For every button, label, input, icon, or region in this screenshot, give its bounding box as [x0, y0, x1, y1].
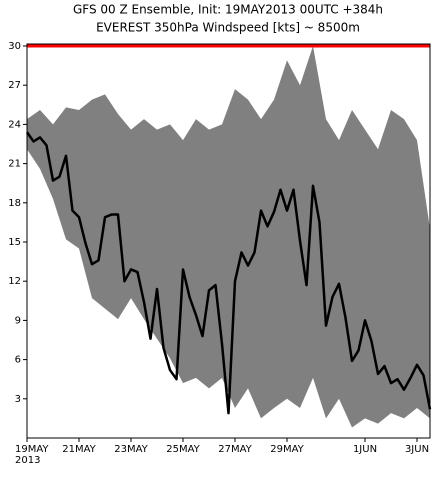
x-tick-label: 1JUN — [353, 444, 377, 455]
y-tick-label: 24 — [8, 119, 21, 130]
x-tick-label: 3JUN — [405, 444, 429, 455]
ensemble-envelope — [27, 46, 430, 428]
x-tick-label: 23MAY — [114, 444, 148, 455]
x-year-label: 2013 — [15, 455, 40, 466]
y-tick-label: 18 — [8, 198, 21, 209]
y-tick-label: 6 — [15, 355, 21, 366]
x-tick-label: 19MAY — [15, 444, 49, 455]
chart-subtitle: EVEREST 350hPa Windspeed [kts] ~ 8500m — [96, 21, 360, 35]
y-tick-label: 9 — [15, 315, 21, 326]
plot-frame — [26, 43, 431, 439]
y-tick-label: 21 — [8, 159, 21, 170]
y-tick-label: 30 — [8, 41, 21, 52]
x-tick-label: 25MAY — [166, 444, 200, 455]
y-tick-label: 15 — [8, 237, 21, 248]
y-tick-label: 27 — [8, 80, 21, 91]
x-tick-label: 21MAY — [62, 444, 96, 455]
y-tick-label: 3 — [15, 394, 21, 405]
mean-line — [25, 131, 432, 415]
x-tick-label: 27MAY — [218, 444, 252, 455]
chart-title: GFS 00 Z Ensemble, Init: 19MAY2013 00UTC… — [73, 3, 383, 17]
y-tick-label: 12 — [8, 276, 21, 287]
x-tick-label: 29MAY — [270, 444, 304, 455]
